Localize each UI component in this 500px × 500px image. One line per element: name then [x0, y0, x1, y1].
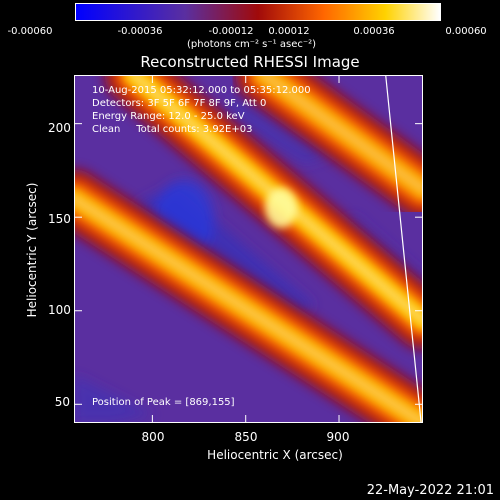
x-tick-label: 900	[326, 430, 350, 444]
y-axis-label: Heliocentric Y (arcsec)	[25, 182, 39, 318]
heatmap-peak	[265, 187, 298, 228]
y-tick-label: 100	[48, 303, 71, 317]
annotation-peak: Position of Peak = [869,155]	[92, 397, 235, 408]
colorbar-tick-label: 0.00036	[353, 26, 395, 37]
chart-title: Reconstructed RHESSI Image	[140, 53, 360, 71]
colorbar	[75, 3, 441, 21]
colorbar-ticks: -0.00060 -0.00036 -0.00012 0.00012 0.000…	[0, 26, 500, 40]
x-tick-label: 850	[234, 430, 258, 444]
x-tick-label: 800	[141, 430, 165, 444]
solar-limb-line	[385, 75, 422, 423]
y-tick-label: 50	[54, 395, 70, 409]
annotation-energy: Energy Range: 12.0 - 25.0 keV	[92, 111, 245, 122]
y-tick-label: 200	[48, 121, 71, 135]
heatmap-ridge-2	[260, 75, 423, 194]
colorbar-tick-label: 0.00060	[445, 26, 487, 37]
heatmap-ridge-0	[74, 194, 423, 423]
heatmap-ridges	[74, 75, 423, 423]
colorbar-tick-label: 0.00012	[268, 26, 310, 37]
plot-frame	[74, 75, 423, 423]
colorbar-tick-label: -0.00060	[7, 26, 53, 37]
annotation-time: 10-Aug-2015 05:32:12.000 to 05:35:12.000	[92, 85, 311, 96]
colorbar-tick-label: -0.00012	[208, 26, 254, 37]
heatmap-plot	[74, 75, 423, 423]
annotation-detectors: Detectors: 3F 5F 6F 7F 8F 9F, Att 0	[92, 98, 267, 109]
x-axis-label: Heliocentric X (arcsec)	[207, 448, 343, 462]
axis-tick-marks	[74, 75, 423, 423]
y-tick-label: 150	[48, 212, 71, 226]
annotation-method: Clean Total counts: 3.92E+03	[92, 124, 253, 135]
colorbar-tick-label: -0.00036	[117, 26, 163, 37]
datestamp: 22-May-2022 21:01	[366, 483, 494, 498]
colorbar-unit-label: (photons cm⁻² s⁻¹ asec⁻²)	[187, 39, 317, 50]
